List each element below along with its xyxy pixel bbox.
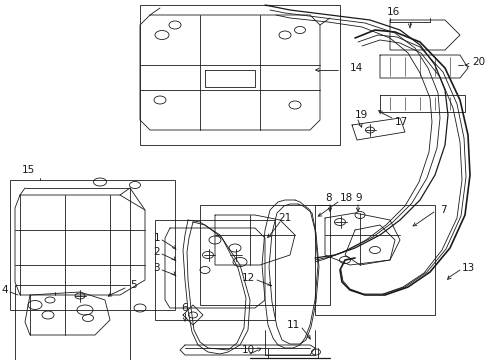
Text: 10: 10	[241, 345, 254, 355]
Text: 19: 19	[354, 110, 367, 120]
Text: 4: 4	[1, 285, 8, 295]
Text: 13: 13	[461, 263, 474, 273]
Text: 14: 14	[349, 63, 363, 73]
Text: 12: 12	[241, 273, 254, 283]
Text: 5: 5	[130, 280, 136, 290]
Text: 18: 18	[339, 193, 352, 203]
Text: 15: 15	[22, 165, 35, 175]
Text: 8: 8	[325, 193, 331, 203]
Bar	[15, 285, 130, 360]
Text: 6: 6	[182, 303, 188, 313]
Text: 7: 7	[439, 205, 446, 215]
Text: 3: 3	[153, 263, 160, 273]
Bar	[200, 205, 329, 305]
Bar	[10, 180, 175, 310]
Bar	[155, 220, 274, 320]
Text: 1: 1	[153, 233, 160, 243]
Text: 11: 11	[286, 320, 299, 330]
Text: 9: 9	[354, 193, 361, 203]
Text: 20: 20	[471, 57, 484, 67]
Bar	[140, 5, 339, 145]
Bar	[314, 205, 434, 315]
Text: 2: 2	[153, 247, 160, 257]
Text: 17: 17	[394, 117, 407, 127]
Text: 16: 16	[386, 7, 399, 17]
Text: 21: 21	[278, 213, 291, 223]
